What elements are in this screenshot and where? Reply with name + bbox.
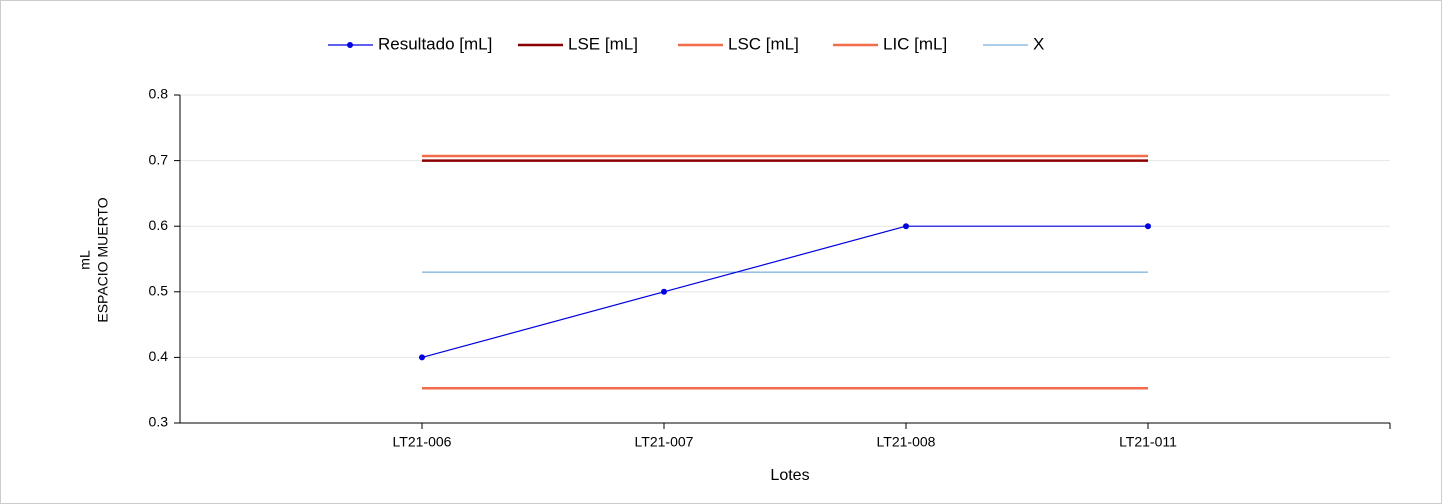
point (1145, 223, 1151, 230)
x-tick-label: LT21-008 (877, 434, 936, 450)
x-tick-label: LT21-011 (1119, 434, 1177, 450)
y-axis-label: ESPACIO MUERTO (95, 197, 111, 322)
x-tick-label: LT21-007 (635, 434, 694, 450)
y-tick-label: 0.5 (149, 283, 169, 299)
y-tick-label: 0.4 (149, 348, 169, 364)
legend-label: X (1033, 34, 1044, 53)
point (903, 223, 909, 230)
y-tick-label: 0.6 (149, 217, 169, 233)
legend-label: LSE [mL] (568, 34, 638, 53)
y-tick-label: 0.8 (149, 86, 169, 102)
y-tick-label: 0.3 (149, 414, 169, 430)
legend-label: LSC [mL] (728, 34, 799, 53)
point (419, 354, 425, 361)
x-axis-label: Lotes (770, 467, 809, 484)
legend-marker (347, 42, 353, 48)
legend-label: Resultado [mL] (378, 34, 492, 53)
legend-label: LIC [mL] (883, 34, 947, 53)
x-tick-label: LT21-006 (393, 434, 452, 450)
series-line (421, 225, 1148, 358)
y-tick-label: 0.7 (149, 151, 169, 167)
y-axis-label: mL (77, 250, 93, 270)
point (661, 288, 667, 295)
